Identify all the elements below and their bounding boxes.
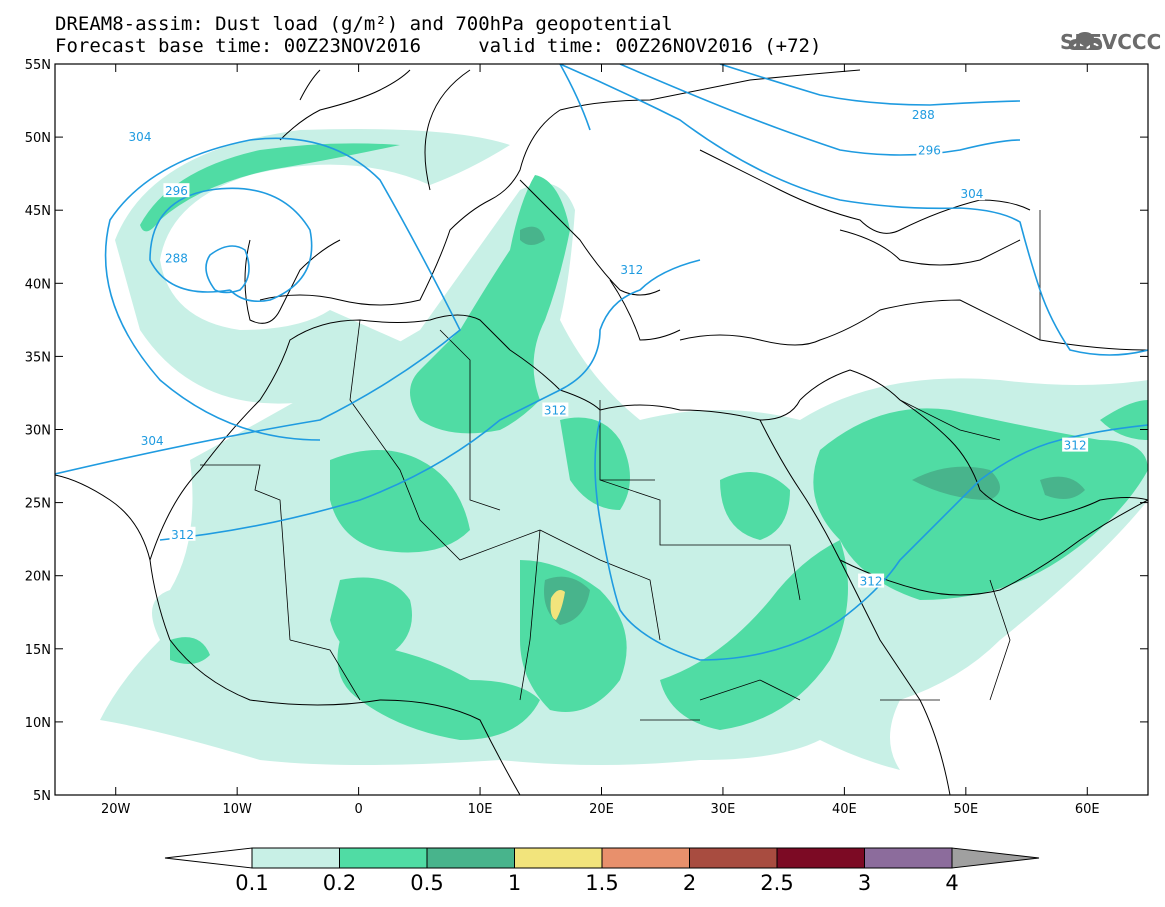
- lat-tick-label: 40N: [25, 277, 51, 292]
- contour-label-bg: [1062, 437, 1089, 452]
- contour-label: 288: [165, 251, 188, 265]
- colorbar-label: 2.5: [760, 871, 793, 895]
- colorbar-label: 2: [683, 871, 696, 895]
- contour-label-bg: [542, 402, 569, 417]
- colorbar-segment: [601, 847, 690, 869]
- lat-tick-label: 5N: [33, 789, 51, 804]
- contour-label-bg: [916, 142, 943, 157]
- lat-tick-label: 50N: [25, 131, 51, 146]
- logo-text: SEEVCCC: [1060, 30, 1162, 54]
- contour-label-bg: [858, 573, 885, 588]
- colorbar-segment: [864, 847, 953, 869]
- lon-tick-label: 40E: [832, 802, 857, 817]
- colorbar-segment: [339, 847, 428, 869]
- colorbar-label: 1: [508, 871, 521, 895]
- lon-tick-label: 50E: [953, 802, 978, 817]
- contour-label-bg: [958, 186, 985, 201]
- lat-tick-label: 25N: [25, 497, 51, 512]
- colorbar-under-arrow: [164, 847, 253, 869]
- colorbar-segment: [514, 847, 603, 869]
- lon-tick-label: 10E: [468, 802, 493, 817]
- lon-tick-label: 10W: [222, 802, 252, 817]
- colorbar-label: 0.2: [323, 871, 356, 895]
- lon-tick-label: 20W: [101, 802, 131, 817]
- lon-tick-label: 60E: [1075, 802, 1100, 817]
- colorbar-label: 0.1: [235, 871, 268, 895]
- contour-label-bg: [910, 107, 937, 122]
- colorbar-label: 0.5: [410, 871, 443, 895]
- lat-tick-label: 10N: [25, 716, 51, 731]
- forecast-time-line: Forecast base time: 00Z23NOV2016 valid t…: [55, 35, 822, 57]
- dust-high-layer: [520, 226, 1085, 625]
- lon-tick-label: 30E: [711, 802, 736, 817]
- contour-label-bg: [169, 526, 196, 541]
- colorbar-label: 1.5: [585, 871, 618, 895]
- lat-tick-label: 30N: [25, 424, 51, 439]
- contour-label-bg: [163, 250, 190, 265]
- dust-peak-patch: [550, 590, 565, 620]
- colorbar-label: 4: [945, 871, 958, 895]
- contour-label: 288: [912, 108, 935, 122]
- coastlines: [55, 69, 1148, 795]
- contour-label: 304: [141, 434, 164, 448]
- map-title: DREAM8-assim: Dust load (g/m²) and 700hP…: [55, 13, 673, 35]
- lat-tick-label: 35N: [25, 350, 51, 365]
- contour-label: 296: [918, 143, 941, 157]
- contour-label-bg: [127, 129, 154, 144]
- contour-label: 312: [544, 403, 567, 417]
- lat-tick-label: 20N: [25, 570, 51, 585]
- colorbar-segment: [776, 847, 865, 869]
- colorbar-segment: [426, 847, 515, 869]
- contour-label-bg: [139, 433, 166, 448]
- colorbar-segment: [689, 847, 778, 869]
- colorbar-over-arrow: [951, 847, 1040, 869]
- contour-label-bg: [163, 183, 190, 198]
- colorbar-label: 3: [858, 871, 871, 895]
- lon-tick-label: 20E: [589, 802, 614, 817]
- lon-tick-label: 0: [354, 802, 362, 817]
- colorbar: 0.1 0.2 0.5 1 1.5 2 2.5 3 4: [164, 847, 1040, 895]
- colorbar-segment: [251, 847, 340, 869]
- contour-label: 312: [620, 263, 643, 277]
- contour-labels: 304 296 288 304 312 312 312 288 296 304 312 312: [127, 107, 1089, 589]
- contour-label: 296: [165, 184, 188, 198]
- lat-tick-label: 45N: [25, 204, 51, 219]
- lat-tick-label: 55N: [25, 58, 51, 73]
- contour-label: 312: [171, 528, 194, 542]
- geopotential-contours: [55, 64, 1148, 661]
- lat-tick-label: 15N: [25, 643, 51, 658]
- contour-label-bg: [618, 262, 645, 277]
- latitude-axis: 55N 50N 45N 40N 35N 30N 25N 20N 15N 10N 5N: [25, 58, 1148, 804]
- contour-label: 312: [1064, 439, 1087, 453]
- cloud-icon: [1068, 32, 1103, 50]
- longitude-axis: 20W 10W 0 10E 20E 30E 40E 50E 60E: [101, 64, 1100, 817]
- contour-label: 312: [860, 575, 883, 589]
- contour-label: 304: [129, 130, 152, 144]
- borders: [200, 210, 1041, 721]
- contour-label: 304: [960, 187, 983, 201]
